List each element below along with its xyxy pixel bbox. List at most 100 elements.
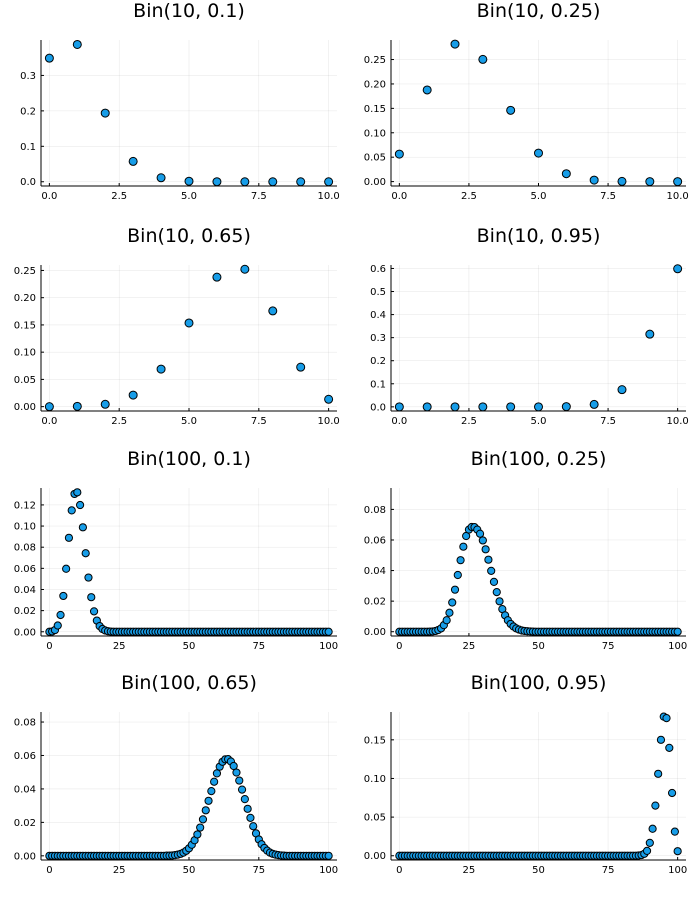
x-tick-label: 5.0 [531, 191, 547, 202]
y-tick-label: 0.1 [370, 379, 386, 390]
y-tick-label: 0.20 [364, 79, 386, 90]
data-point [56, 610, 65, 620]
y-tick-label: 0.02 [364, 597, 386, 608]
x-tick-label: 5.0 [531, 416, 547, 427]
y-tick-label: 0.0 [20, 177, 36, 188]
y-tick-label: 0.15 [364, 735, 386, 746]
panel-title: Bin(100, 0.25) [471, 448, 607, 470]
data-point [156, 364, 166, 374]
x-tick-label: 0 [46, 641, 52, 652]
data-point [450, 585, 460, 594]
y-tick-label: 0.00 [364, 851, 386, 862]
data-point [67, 506, 76, 515]
y-tick-label: 0.06 [364, 535, 386, 546]
data-point [442, 616, 451, 625]
y-tick-label: 0.10 [14, 348, 36, 359]
y-tick-label: 0.08 [14, 543, 36, 554]
data-point [212, 769, 222, 778]
data-point [645, 838, 654, 847]
data-point [422, 402, 432, 412]
panel-title: Bin(10, 0.1) [133, 0, 245, 22]
data-point [324, 851, 333, 860]
y-tick-label: 0.10 [364, 128, 386, 139]
data-point [81, 549, 90, 558]
data-point [237, 785, 247, 794]
data-point [212, 177, 222, 187]
data-point [478, 54, 488, 64]
data-point [196, 823, 205, 832]
data-point [156, 173, 166, 183]
data-point [445, 608, 454, 617]
y-tick-label: 0.5 [370, 287, 386, 298]
x-tick-label: 50 [183, 865, 196, 876]
y-tick-label: 0.25 [14, 266, 36, 277]
data-point [394, 402, 404, 412]
x-tick-label: 5.0 [181, 416, 197, 427]
data-point [53, 621, 62, 630]
x-tick-label: 100 [319, 865, 338, 876]
data-point [210, 777, 219, 786]
data-point [184, 176, 194, 186]
x-tick-label: 10.0 [667, 191, 689, 202]
x-tick-label: 0 [46, 865, 52, 876]
y-tick-label: 0.05 [14, 375, 36, 386]
x-tick-label: 75 [252, 865, 265, 876]
y-tick-label: 0.06 [14, 751, 36, 762]
x-tick-label: 2.5 [111, 191, 127, 202]
y-tick-label: 0.12 [14, 500, 36, 511]
y-tick-label: 0.4 [370, 310, 386, 321]
data-point [62, 564, 71, 573]
panel-title: Bin(100, 0.1) [127, 448, 251, 470]
x-tick-label: 7.5 [600, 416, 616, 427]
y-tick-label: 0.05 [364, 153, 386, 164]
data-point [450, 402, 460, 412]
data-point [240, 795, 249, 804]
panel-1: 0.0 2.5 5.0 7.5 10.0 0.0 0.1 0.2 0.3 Bin(10, 0.1) [20, 0, 340, 202]
panel-4: 0.0 2.5 5.0 7.5 10.0 0.0 0.1 0.2 0.3 0.4 0.5 0.6 Bin… [370, 225, 689, 427]
data-point [59, 591, 68, 601]
y-tick-label: 0.04 [14, 784, 36, 795]
y-tick-label: 0.06 [14, 564, 36, 575]
data-point [268, 177, 278, 187]
data-point [128, 156, 138, 166]
data-point [184, 318, 194, 328]
data-point [394, 149, 404, 159]
data-point [492, 588, 501, 597]
y-tick-label: 0.2 [20, 106, 36, 117]
data-point [670, 827, 679, 836]
data-point [249, 822, 258, 831]
x-tick-label: 75 [252, 641, 265, 652]
data-point [589, 175, 599, 185]
y-tick-label: 0.02 [14, 818, 36, 829]
panel-8: 0 25 50 75 100 0.00 0.05 0.10 0.15 Bin(100, 0.95) [364, 672, 687, 876]
y-tick-label: 0.10 [14, 522, 36, 533]
y-tick-label: 0.10 [364, 774, 386, 785]
data-point [459, 542, 468, 551]
data-point [324, 627, 333, 636]
panel-title: Bin(100, 0.95) [471, 672, 607, 694]
data-point [534, 148, 543, 158]
data-point [489, 577, 499, 586]
data-point [481, 545, 490, 554]
data-point [589, 399, 599, 409]
y-tick-label: 0.04 [364, 566, 386, 577]
data-point [75, 500, 85, 510]
data-point [204, 796, 213, 805]
panel-7: 0 25 50 75 100 0.00 0.02 0.04 0.06 0.08 Bin(100, 0… [14, 672, 338, 876]
x-tick-label: 50 [183, 641, 196, 652]
data-point [645, 177, 655, 187]
y-tick-label: 0.0 [370, 402, 386, 413]
x-tick-label: 2.5 [461, 191, 477, 202]
x-tick-label: 0.0 [41, 416, 57, 427]
data-point [673, 627, 682, 636]
x-tick-label: 25 [463, 865, 476, 876]
x-tick-label: 50 [532, 641, 545, 652]
x-tick-label: 2.5 [461, 416, 477, 427]
y-tick-label: 0.08 [364, 505, 386, 516]
x-tick-label: 75 [602, 865, 615, 876]
data-point [268, 306, 278, 316]
y-tick-label: 0.00 [14, 402, 36, 413]
panel-title: Bin(10, 0.65) [127, 225, 251, 247]
x-tick-label: 2.5 [111, 416, 127, 427]
data-point [662, 714, 671, 723]
